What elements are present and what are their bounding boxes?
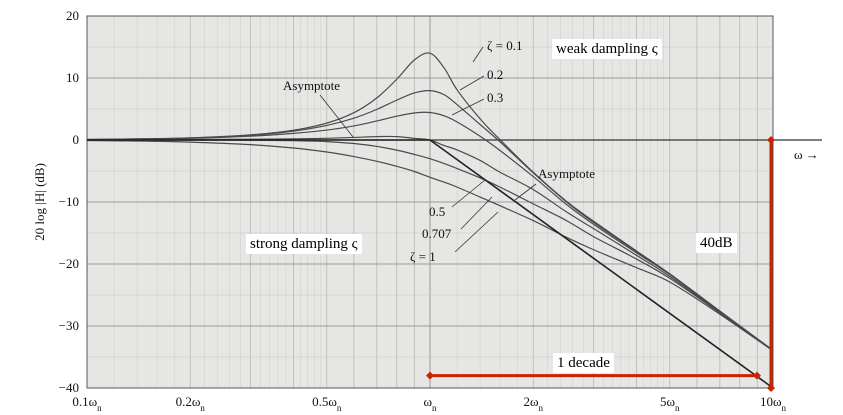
annotation-leader	[451, 179, 486, 208]
annotation-text: Asymptote	[538, 166, 595, 181]
db-span-label: 40dB	[696, 233, 737, 253]
series-group	[86, 52, 774, 389]
db-span-top-marker	[767, 136, 775, 144]
annotation-leader	[459, 75, 485, 91]
weak-damping-label: weak dampling ς	[552, 39, 662, 59]
grid	[86, 15, 774, 389]
x-tick-label: 0.1ωn	[72, 394, 102, 413]
x-tick-label: 0.2ωn	[176, 394, 206, 413]
series-line-3	[86, 135, 774, 352]
annotation-text: 0.5	[429, 204, 445, 219]
x-tick-label: 0.5ωn	[312, 394, 342, 413]
y-tick-label: −20	[59, 256, 79, 271]
decade-span-right-marker	[753, 371, 761, 380]
y-tick-label: 0	[73, 132, 80, 147]
strong-damping-label: strong dampling ς	[246, 234, 362, 254]
y-axis-label: 20 log |H| (dB)	[32, 163, 47, 241]
axes: 20 10 0 −10 −20 −30 −40 20 log |H| (dB) 0.1ωn 0.2…	[32, 8, 822, 413]
x-tick-label: 5ωn	[660, 394, 680, 413]
annotation-leader	[454, 211, 499, 253]
x-tick-label: ωn	[423, 394, 437, 413]
series-line-6	[87, 139, 774, 389]
annotation-leader	[319, 94, 354, 138]
annotations-group: ζ = 0.1 0.2 0.3 Asymptote Asymptote 0.5 0.707 ζ…	[283, 38, 819, 264]
decade-span-label: 1 decade	[553, 353, 614, 373]
plot-frame	[86, 15, 774, 389]
annotation-text: 0.2	[487, 67, 503, 82]
y-tick-label: 20	[66, 8, 79, 23]
x-tick-label: 10ωn	[760, 394, 787, 413]
y-tick-label: −10	[59, 194, 79, 209]
annotation-text: 0.3	[487, 90, 503, 105]
annotation-text: 0.707	[422, 226, 452, 241]
annotation-leader	[460, 196, 493, 230]
y-tick-label: −30	[59, 318, 79, 333]
y-tick-label: 10	[66, 70, 79, 85]
annotation-text: ζ = 0.1	[487, 38, 522, 53]
decade-span-left-marker	[426, 371, 434, 380]
series-line-1	[86, 89, 774, 352]
series-line-2	[86, 111, 774, 352]
annotation-text: ω →	[794, 147, 819, 162]
x-tick-label: 2ωn	[523, 394, 543, 413]
annotation-leader	[472, 46, 484, 63]
db-span-bottom-marker	[767, 384, 775, 392]
annotation-text: ζ = 1	[410, 249, 436, 264]
annotation-text: Asymptote	[283, 78, 340, 93]
measurement-markers	[426, 136, 775, 392]
series-line-5	[86, 139, 774, 352]
annotation-leader	[451, 98, 485, 116]
y-tick-label: −40	[59, 380, 79, 395]
annotation-leader	[514, 183, 537, 201]
